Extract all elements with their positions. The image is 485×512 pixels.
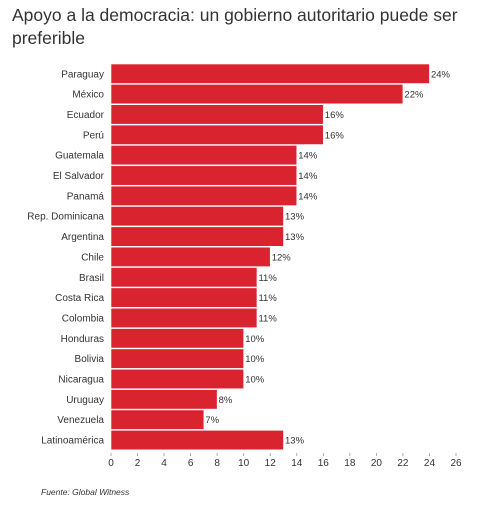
- category-label: Costa Rica: [55, 293, 104, 304]
- category-label: Brasil: [79, 273, 104, 284]
- data-label: 10%: [245, 375, 265, 386]
- bar: [110, 429, 284, 451]
- bar: [110, 165, 298, 186]
- data-label: 7%: [205, 415, 219, 426]
- category-label: El Salvador: [53, 171, 105, 182]
- data-label: 14%: [298, 151, 318, 162]
- bar: [110, 267, 258, 288]
- x-tick-label: 24: [424, 458, 436, 469]
- data-label: 10%: [245, 354, 265, 365]
- x-tick-label: 16: [318, 458, 330, 469]
- bar: [110, 145, 298, 166]
- category-label: Guatemala: [55, 151, 104, 162]
- category-label: Latinoamérica: [41, 436, 104, 447]
- source-note: Fuente: Global Witness: [41, 487, 130, 497]
- bar: [110, 124, 324, 145]
- category-label: Venezuela: [57, 415, 104, 426]
- bar: [110, 287, 258, 308]
- x-tick-label: 10: [238, 458, 250, 469]
- x-tick-label: 6: [188, 458, 194, 469]
- category-label: Bolivia: [75, 354, 105, 365]
- bar: [110, 389, 218, 410]
- category-label: Ecuador: [67, 110, 105, 121]
- data-label: 13%: [285, 436, 305, 447]
- data-label: 16%: [325, 130, 345, 141]
- category-label: Nicaragua: [58, 375, 104, 386]
- x-tick-label: 12: [265, 458, 277, 469]
- x-tick-label: 8: [214, 458, 220, 469]
- x-tick-label: 0: [108, 458, 114, 469]
- data-label: 11%: [258, 273, 277, 284]
- data-label: 13%: [285, 232, 305, 243]
- data-label: 11%: [258, 313, 277, 324]
- category-label: Panamá: [67, 191, 105, 202]
- category-label: México: [72, 90, 104, 101]
- x-tick-label: 22: [397, 458, 409, 469]
- data-label: 10%: [245, 334, 265, 345]
- bar: [110, 409, 205, 430]
- bar: [110, 307, 258, 329]
- x-tick-label: 20: [371, 458, 383, 469]
- bar: [110, 63, 430, 84]
- chart-title: Apoyo a la democracia: un gobierno autor…: [12, 5, 458, 48]
- data-label: 11%: [258, 293, 277, 304]
- x-tick-label: 14: [291, 458, 303, 469]
- bar: [110, 246, 271, 267]
- data-label: 8%: [219, 395, 233, 406]
- data-label: 22%: [404, 90, 424, 101]
- data-label: 24%: [431, 69, 451, 80]
- category-label: Chile: [81, 252, 104, 263]
- bar: [110, 368, 244, 390]
- x-tick-label: 26: [450, 458, 462, 469]
- category-label: Rep. Dominicana: [27, 212, 104, 223]
- bar: [110, 348, 244, 369]
- category-label: Paraguay: [61, 69, 104, 80]
- category-label: Argentina: [61, 232, 104, 243]
- data-label: 16%: [325, 110, 345, 121]
- data-label: 14%: [298, 191, 318, 202]
- x-tick-label: 2: [135, 458, 141, 469]
- bar: [110, 84, 404, 105]
- data-label: 14%: [298, 171, 318, 182]
- bar: [110, 328, 244, 349]
- category-label: Uruguay: [66, 395, 104, 406]
- x-tick-label: 18: [344, 458, 356, 469]
- bar: [110, 185, 298, 206]
- category-label: Colombia: [62, 313, 105, 324]
- bar: [110, 226, 284, 247]
- x-tick-label: 4: [161, 458, 167, 469]
- bar: [110, 206, 284, 227]
- data-label: 13%: [285, 212, 305, 223]
- category-label: Perú: [83, 130, 104, 141]
- bar: [110, 104, 324, 125]
- category-label: Honduras: [61, 334, 104, 345]
- data-label: 12%: [272, 252, 292, 263]
